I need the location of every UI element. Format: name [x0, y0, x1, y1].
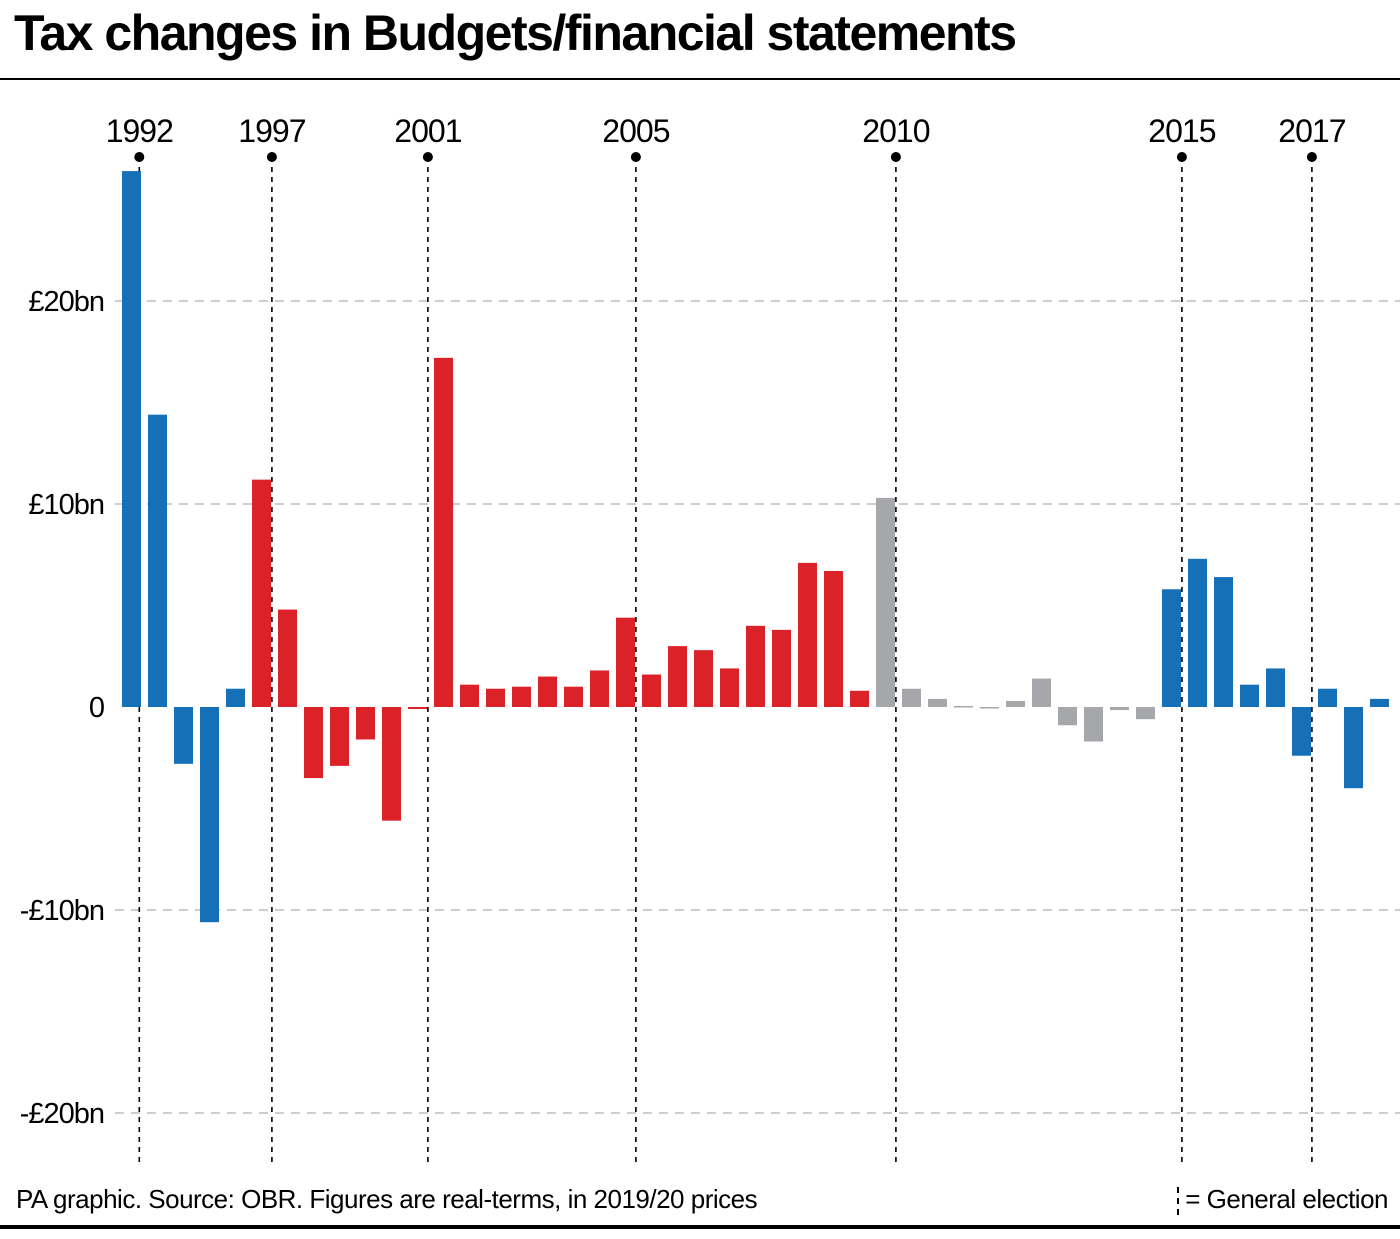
- bar: [642, 674, 661, 707]
- election-year-label: 2015: [1148, 113, 1215, 149]
- election-year-label: 2001: [394, 113, 461, 149]
- bar: [1292, 707, 1311, 756]
- bar: [1136, 707, 1155, 720]
- bar: [824, 570, 843, 707]
- bar: [902, 688, 921, 707]
- election-year-label: 2005: [602, 113, 669, 149]
- bar: [1110, 707, 1129, 711]
- bar: [1344, 707, 1363, 789]
- bar: [1032, 678, 1051, 707]
- bar: [564, 686, 583, 707]
- bar: [928, 698, 947, 707]
- bar: [772, 629, 791, 707]
- y-tick-label: -£20bn: [20, 1098, 104, 1130]
- y-tick-label: £20bn: [28, 286, 104, 318]
- bar: [720, 668, 739, 707]
- bar: [226, 688, 245, 707]
- title-divider: [0, 78, 1400, 80]
- bar: [304, 707, 323, 779]
- bar: [1084, 707, 1103, 742]
- y-tick-label: £10bn: [28, 489, 104, 521]
- bar: [1266, 668, 1285, 707]
- election-dot: [630, 152, 641, 162]
- y-tick-label: -£10bn: [20, 895, 104, 927]
- bar: [668, 646, 687, 707]
- bar: [330, 707, 349, 766]
- bar: [382, 707, 401, 821]
- bar: [122, 171, 141, 707]
- bar: [590, 670, 609, 707]
- election-dot: [422, 152, 433, 162]
- election-year-label: 1997: [238, 113, 305, 149]
- bar: [1006, 700, 1025, 707]
- bar: [148, 414, 167, 707]
- bar: [434, 357, 453, 707]
- bar: [850, 690, 869, 707]
- bar: [1370, 698, 1389, 707]
- chart-title: Tax changes in Budgets/financial stateme…: [14, 5, 1017, 61]
- bar: [694, 650, 713, 707]
- bar: [538, 676, 557, 707]
- bar: [278, 609, 297, 707]
- bar: [1058, 707, 1077, 726]
- bar: [798, 562, 817, 707]
- bar: [1318, 688, 1337, 707]
- bar: [980, 707, 999, 709]
- bar: [408, 707, 427, 710]
- election-legend: = General election: [1177, 1184, 1388, 1216]
- bar: [1214, 577, 1233, 707]
- bar: [746, 625, 765, 707]
- bar: [486, 688, 505, 707]
- bar: [174, 707, 193, 764]
- election-year-label: 1992: [106, 113, 173, 149]
- bar: [616, 617, 635, 707]
- election-legend-label: = General election: [1185, 1184, 1388, 1214]
- bar: [460, 684, 479, 707]
- election-year-label: 2017: [1278, 113, 1345, 149]
- election-line-legend-icon: [1177, 1187, 1180, 1216]
- bar: [1188, 558, 1207, 707]
- bar: [200, 707, 219, 923]
- election-dot: [890, 152, 901, 162]
- election-dot: [266, 152, 277, 162]
- bar: [356, 707, 375, 740]
- bar: [1240, 684, 1259, 707]
- election-dot: [134, 152, 145, 162]
- footer-divider: [0, 1225, 1400, 1229]
- bar: [954, 705, 973, 708]
- y-tick-label: 0: [89, 692, 104, 724]
- election-dot: [1306, 152, 1317, 162]
- source-note: PA graphic. Source: OBR. Figures are rea…: [16, 1184, 758, 1214]
- bar: [876, 497, 895, 707]
- bar: [512, 686, 531, 707]
- election-dot: [1176, 152, 1187, 162]
- bar: [1162, 589, 1181, 707]
- bar: [252, 479, 271, 707]
- election-year-label: 2010: [862, 113, 929, 149]
